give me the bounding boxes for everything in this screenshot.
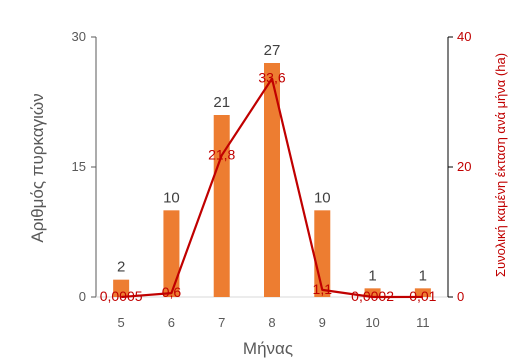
y2-axis-title: Συνολική καμένη έκταση ανά μήνα (ha): [493, 53, 508, 277]
line-data-label: 0,0005: [100, 288, 143, 304]
x-tick-label: 7: [218, 315, 225, 330]
line-data-label: 0,01: [409, 288, 436, 304]
line-data-label: 33,6: [258, 70, 285, 86]
bar-data-label: 10: [314, 189, 331, 206]
x-axis-title: Μήνας: [243, 339, 293, 358]
x-tick-label: 8: [268, 315, 275, 330]
y2-tick-label: 20: [457, 159, 471, 174]
x-tick-label: 5: [118, 315, 125, 330]
bar: [163, 210, 180, 297]
bar: [264, 63, 280, 297]
x-tick-label: 11: [416, 315, 430, 330]
x-tick-label: 10: [365, 315, 379, 330]
x-tick-label: 6: [168, 315, 175, 330]
bar-data-label: 21: [213, 94, 230, 111]
bar-data-label: 27: [264, 42, 281, 59]
line-data-label: 21,8: [208, 146, 235, 162]
y-tick-label: 0: [79, 289, 86, 304]
bar-data-label: 2: [117, 259, 125, 276]
bar: [213, 115, 230, 297]
y-tick-label: 15: [72, 159, 86, 174]
bar: [364, 288, 381, 297]
line-data-label: 0,6: [162, 284, 182, 300]
y-tick-label: 30: [72, 29, 86, 44]
x-tick-label: 9: [319, 315, 326, 330]
y-axis-title: Αριθμός πυρκαγιών: [28, 93, 47, 242]
line-data-label: 0,0002: [351, 288, 394, 304]
bar: [414, 288, 431, 297]
y2-tick-label: 0: [457, 289, 464, 304]
bar-data-label: 10: [163, 189, 180, 206]
bar-data-label: 1: [419, 267, 427, 284]
line-series: [121, 77, 423, 299]
line-data-label: 1,1: [313, 281, 333, 297]
bar-data-label: 1: [368, 267, 376, 284]
y2-tick-label: 40: [457, 29, 471, 44]
bar: [113, 279, 130, 297]
